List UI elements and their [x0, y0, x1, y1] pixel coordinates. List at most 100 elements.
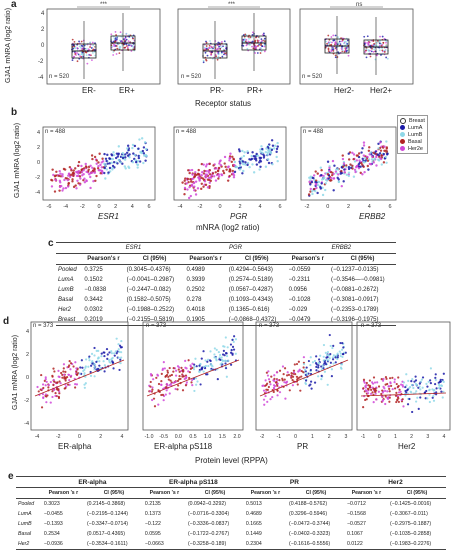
data-point — [40, 406, 44, 409]
data-point — [104, 157, 108, 160]
data-point — [316, 183, 320, 187]
data-point — [67, 373, 71, 377]
panel-a-xtick: Her2+ — [370, 86, 393, 95]
data-point — [262, 384, 265, 387]
data-point — [110, 161, 113, 165]
data-point — [70, 374, 73, 377]
data-point — [410, 380, 413, 383]
data-point — [386, 152, 389, 155]
data-point — [428, 400, 431, 404]
table-cell: −0.0559 — [288, 267, 311, 273]
data-point — [365, 49, 367, 52]
data-point — [103, 351, 106, 354]
table-cell: (−0.1722–0.2767) — [187, 531, 230, 537]
data-point — [300, 369, 303, 373]
data-point — [208, 44, 211, 47]
data-point — [115, 34, 118, 36]
data-point — [265, 388, 268, 391]
data-point — [85, 358, 88, 361]
data-point — [206, 54, 209, 57]
data-point — [189, 180, 193, 183]
data-point — [347, 152, 350, 155]
data-point — [187, 359, 190, 362]
data-point — [229, 363, 233, 366]
data-point — [332, 344, 335, 347]
data-point — [376, 158, 380, 161]
data-point — [385, 147, 388, 150]
row-label: LumB — [18, 521, 32, 527]
data-point — [81, 53, 84, 55]
table-cell: (−0.0881–0.2672) — [330, 287, 379, 293]
data-point — [314, 189, 317, 193]
protein-header: PR — [289, 478, 299, 486]
data-point — [267, 378, 271, 381]
data-point — [207, 169, 210, 173]
data-point — [331, 356, 335, 359]
data-point — [165, 389, 168, 392]
data-point — [203, 180, 207, 183]
data-point — [374, 150, 377, 153]
data-point — [304, 379, 308, 382]
data-point — [365, 48, 368, 51]
data-point — [119, 358, 122, 361]
plot-frame — [173, 126, 287, 201]
data-point — [118, 46, 121, 49]
data-point — [80, 53, 83, 56]
data-point — [78, 175, 82, 178]
data-point — [263, 44, 266, 46]
data-point — [192, 181, 196, 185]
data-point — [229, 152, 232, 155]
x-tick-label: 6 — [388, 204, 391, 210]
data-point — [99, 163, 102, 167]
data-point — [204, 51, 207, 54]
data-point — [112, 40, 115, 43]
data-point — [151, 388, 154, 391]
x-tick-label: -1 — [276, 434, 281, 440]
data-point — [51, 390, 54, 393]
data-point — [83, 383, 86, 386]
data-point — [231, 172, 235, 175]
data-point — [216, 58, 219, 61]
data-point — [93, 155, 97, 159]
plot-frame — [299, 8, 414, 85]
data-point — [230, 160, 233, 164]
data-point — [357, 163, 361, 166]
table-cell: (0.3045–0.4376) — [126, 267, 171, 273]
data-point — [258, 159, 262, 162]
data-point — [164, 374, 168, 378]
data-point — [222, 171, 226, 175]
data-point — [310, 387, 313, 390]
data-point — [404, 394, 407, 397]
data-point — [415, 390, 418, 393]
data-point — [340, 363, 344, 366]
col-header: Pearson's r — [189, 256, 222, 262]
data-point — [256, 154, 260, 157]
data-point — [210, 364, 213, 367]
data-point — [91, 360, 94, 363]
data-point — [302, 371, 305, 374]
data-point — [193, 185, 196, 188]
data-point — [242, 41, 245, 43]
data-point — [108, 170, 112, 173]
data-point — [344, 49, 347, 52]
data-point — [196, 380, 199, 383]
table-cell: −0.029 — [288, 307, 308, 313]
data-point — [421, 376, 425, 379]
data-point — [74, 184, 77, 187]
data-point — [119, 346, 123, 349]
data-point — [361, 173, 364, 176]
data-point — [244, 163, 247, 166]
table-cell: (−0.1983–0.2276) — [389, 541, 432, 547]
data-point — [333, 164, 336, 167]
data-point — [78, 45, 81, 48]
data-point — [385, 161, 388, 165]
data-point — [312, 174, 316, 177]
data-point — [362, 406, 365, 409]
data-point — [52, 367, 55, 370]
data-point — [139, 150, 142, 154]
data-point — [113, 354, 116, 357]
data-point — [179, 377, 182, 381]
plot-frame — [42, 126, 156, 201]
data-point — [156, 373, 159, 376]
data-point — [353, 168, 357, 172]
